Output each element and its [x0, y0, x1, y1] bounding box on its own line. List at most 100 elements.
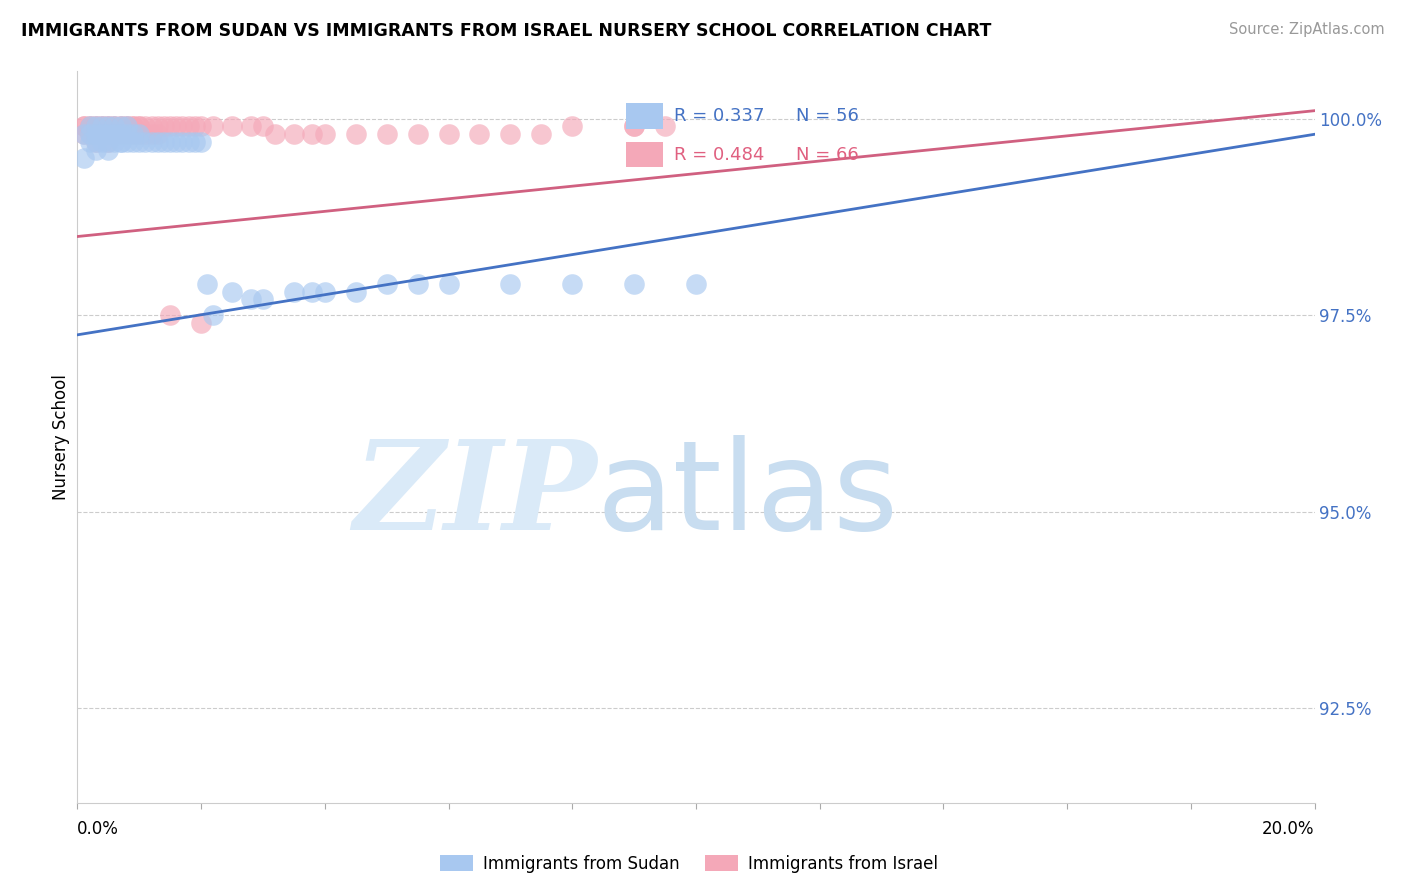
Point — [406, 128, 429, 142]
Point — [172, 135, 194, 149]
Point — [115, 120, 138, 134]
Point — [264, 128, 287, 142]
Point — [283, 128, 305, 142]
FancyBboxPatch shape — [626, 142, 664, 168]
Point — [561, 277, 583, 291]
Point — [84, 135, 107, 149]
Text: N = 66: N = 66 — [796, 145, 859, 164]
Text: atlas: atlas — [598, 435, 898, 556]
Point — [91, 128, 114, 142]
Point — [499, 277, 522, 291]
Point — [122, 128, 145, 142]
Point — [301, 285, 323, 299]
Point — [165, 135, 187, 149]
Point — [159, 135, 181, 149]
Point — [159, 308, 181, 322]
Point — [314, 285, 336, 299]
Point — [97, 143, 120, 157]
Point — [146, 120, 169, 134]
Point — [134, 128, 156, 142]
Point — [623, 120, 645, 134]
Point — [134, 135, 156, 149]
Point — [84, 120, 107, 134]
Point — [103, 128, 125, 142]
Point — [252, 293, 274, 307]
Y-axis label: Nursery School: Nursery School — [52, 374, 70, 500]
Point — [314, 128, 336, 142]
Point — [84, 128, 107, 142]
Text: IMMIGRANTS FROM SUDAN VS IMMIGRANTS FROM ISRAEL NURSERY SCHOOL CORRELATION CHART: IMMIGRANTS FROM SUDAN VS IMMIGRANTS FROM… — [21, 22, 991, 40]
Point — [122, 128, 145, 142]
Point — [221, 285, 243, 299]
Point — [103, 120, 125, 134]
Text: 0.0%: 0.0% — [77, 820, 120, 838]
Point — [115, 128, 138, 142]
Point — [110, 135, 132, 149]
Point — [91, 120, 114, 134]
Point — [122, 120, 145, 134]
Point — [122, 120, 145, 134]
Point — [239, 120, 262, 134]
Point — [79, 135, 101, 149]
Point — [91, 120, 114, 134]
Point — [79, 120, 101, 134]
Point — [97, 120, 120, 134]
Point — [91, 128, 114, 142]
Point — [530, 128, 553, 142]
Point — [115, 128, 138, 142]
Legend: Immigrants from Sudan, Immigrants from Israel: Immigrants from Sudan, Immigrants from I… — [433, 848, 945, 880]
Point — [159, 120, 181, 134]
Point — [128, 120, 150, 134]
Point — [110, 120, 132, 134]
Point — [103, 135, 125, 149]
Point — [202, 120, 225, 134]
Point — [72, 120, 94, 134]
Text: N = 56: N = 56 — [796, 107, 859, 125]
Point — [79, 120, 101, 134]
Point — [97, 120, 120, 134]
Point — [153, 135, 176, 149]
Point — [128, 120, 150, 134]
Point — [97, 128, 120, 142]
Point — [110, 128, 132, 142]
Point — [128, 128, 150, 142]
Point — [115, 120, 138, 134]
Point — [97, 120, 120, 134]
Point — [72, 128, 94, 142]
Point — [84, 120, 107, 134]
Point — [195, 277, 218, 291]
Point — [128, 128, 150, 142]
Point — [499, 128, 522, 142]
Point — [375, 128, 398, 142]
Point — [122, 135, 145, 149]
Point — [141, 120, 163, 134]
Point — [91, 135, 114, 149]
Text: 20.0%: 20.0% — [1263, 820, 1315, 838]
Point — [301, 128, 323, 142]
Text: ZIP: ZIP — [353, 434, 598, 557]
Point — [283, 285, 305, 299]
Point — [115, 135, 138, 149]
Point — [146, 128, 169, 142]
Point — [141, 135, 163, 149]
Text: Source: ZipAtlas.com: Source: ZipAtlas.com — [1229, 22, 1385, 37]
Point — [84, 143, 107, 157]
Point — [103, 128, 125, 142]
Point — [190, 135, 212, 149]
Point — [252, 120, 274, 134]
Point — [72, 151, 94, 165]
Point — [165, 120, 187, 134]
Point — [79, 128, 101, 142]
Point — [623, 120, 645, 134]
Point — [172, 120, 194, 134]
Point — [153, 120, 176, 134]
Point — [177, 120, 200, 134]
Point — [239, 293, 262, 307]
Point — [97, 135, 120, 149]
Point — [190, 120, 212, 134]
Point — [72, 128, 94, 142]
Text: R = 0.337: R = 0.337 — [673, 107, 765, 125]
Point — [184, 135, 207, 149]
Point — [84, 135, 107, 149]
Point — [375, 277, 398, 291]
